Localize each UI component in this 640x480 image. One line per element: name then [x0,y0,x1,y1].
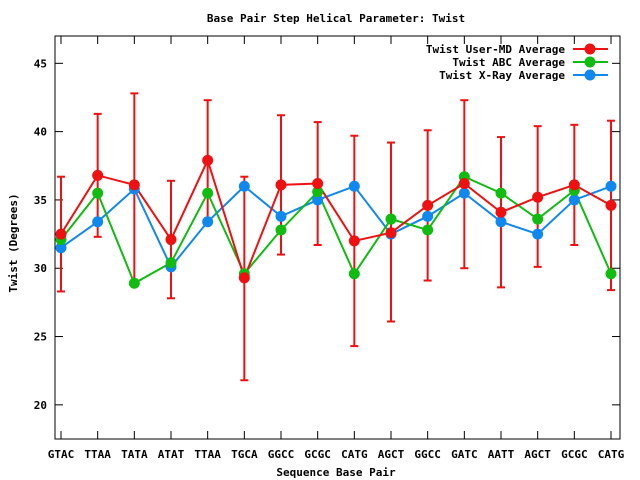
data-point [385,213,397,225]
data-point [275,179,287,191]
x-tick-label: AATT [488,448,515,461]
x-tick-label: CATG [598,448,625,461]
legend-swatch-marker [584,69,596,81]
x-tick-label: GGCC [268,448,295,461]
data-point [422,199,434,211]
data-point [92,216,104,228]
data-point [605,268,617,280]
data-point [495,206,507,218]
y-axis-label: Twist (Degrees) [7,193,20,292]
chart-title: Base Pair Step Helical Parameter: Twist [207,12,465,25]
legend-label: Twist X-Ray Average [439,69,565,82]
data-point [422,224,434,236]
x-tick-label: GTAC [48,448,75,461]
data-point [238,180,250,192]
data-point [128,179,140,191]
y-tick-label: 40 [34,126,47,139]
x-tick-label: GCGC [304,448,331,461]
y-tick-label: 35 [34,194,47,207]
data-point [458,187,470,199]
data-point [238,272,250,284]
x-tick-label: TATA [121,448,148,461]
data-point [458,178,470,190]
data-point [568,194,580,206]
data-point [532,191,544,203]
x-tick-label: ATAT [158,448,185,461]
series-lines [55,154,617,289]
data-point [605,180,617,192]
data-point [422,210,434,222]
data-point [532,213,544,225]
plot-frame [54,35,621,440]
data-point [165,257,177,269]
data-point [348,235,360,247]
data-point [312,194,324,206]
data-point [128,277,140,289]
data-point [55,228,67,240]
x-tick-label: TGCA [231,448,258,461]
x-tick-label: GGCC [414,448,441,461]
legend-swatch-marker [584,56,596,68]
x-tick-label: GCGC [561,448,588,461]
data-point [312,178,324,190]
data-point [568,179,580,191]
x-tick-label: TTAA [194,448,221,461]
data-point [55,242,67,254]
series-line [60,157,612,281]
data-point [532,228,544,240]
y-tick-label: 30 [34,262,47,275]
data-point [202,187,214,199]
x-tick-label: AGCT [524,448,551,461]
data-point [202,216,214,228]
data-point [385,227,397,239]
series-line [60,175,612,285]
x-tick-label: AGCT [378,448,405,461]
data-point [605,199,617,211]
legend-label: Twist ABC Average [452,56,565,69]
x-tick-label: TTAA [84,448,111,461]
series-line [60,184,612,269]
legend-swatch-marker [584,43,596,55]
data-point [495,187,507,199]
data-point [165,234,177,246]
axes: 20 25 30 35 40 45 GTAC TTAA TATA ATAT TTAA TGCA GGCC… [34,35,625,461]
y-tick-label: 25 [34,331,47,344]
y-tick-label: 45 [34,57,47,70]
y-tick-label: 20 [34,399,47,412]
data-point [92,187,104,199]
data-point [312,186,324,198]
data-point [92,169,104,181]
x-axis-label: Sequence Base Pair [276,466,396,479]
data-point [275,210,287,222]
data-point [348,180,360,192]
legend-label: Twist User-MD Average [426,43,565,56]
data-point [275,224,287,236]
data-point [202,154,214,166]
x-tick-label: GATC [451,448,478,461]
data-point [348,268,360,280]
data-point [495,216,507,228]
x-tick-label: CATG [341,448,368,461]
